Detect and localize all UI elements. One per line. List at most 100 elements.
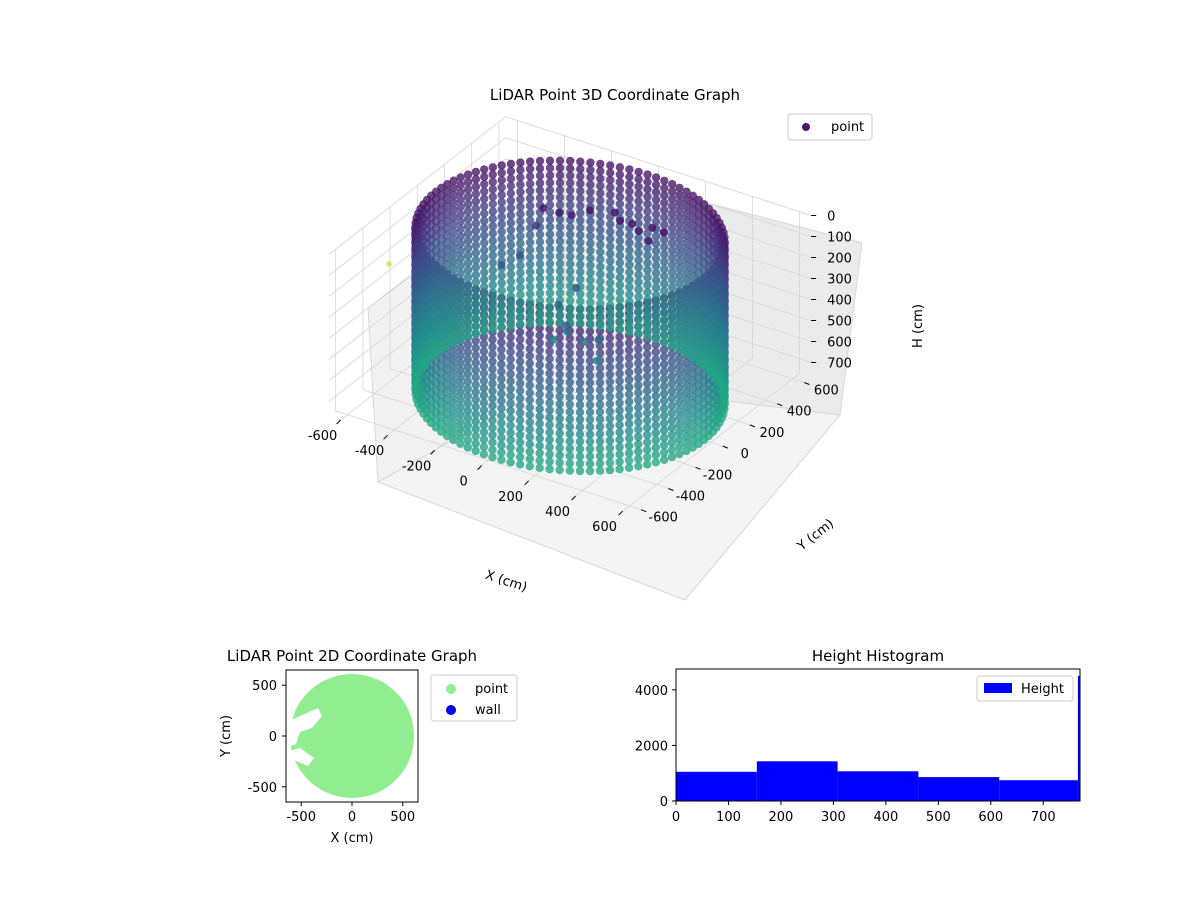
scatter-point	[535, 434, 544, 443]
scatter-point	[624, 412, 634, 421]
scatter-point	[575, 327, 585, 336]
scatter-point	[443, 268, 452, 277]
scatter-point	[596, 284, 605, 293]
scatter-point	[535, 215, 545, 224]
scatter-point	[515, 452, 525, 462]
scatter-point	[555, 348, 564, 357]
scatter-point	[449, 294, 458, 303]
scatter-point	[516, 195, 525, 204]
scatter-point	[675, 301, 684, 310]
scatter-point	[606, 286, 615, 295]
scatter-point	[525, 381, 534, 390]
scatter-point	[566, 267, 575, 276]
scatter-point	[506, 181, 516, 191]
scatter-point	[545, 362, 554, 371]
scatter-point	[615, 450, 624, 459]
z-tick-label: 500	[827, 315, 852, 330]
scatter-point	[585, 452, 595, 461]
scatter-point	[471, 424, 480, 434]
scatter-point	[682, 349, 691, 358]
scatter-point	[555, 156, 565, 165]
scatter-point	[545, 347, 554, 356]
scatter-point	[575, 415, 585, 424]
scatter-point	[606, 308, 615, 317]
scatter-point	[682, 275, 691, 285]
scatter-point	[506, 458, 515, 467]
scatter-point	[660, 257, 669, 266]
scatter-point	[586, 158, 595, 167]
scatter-point	[585, 356, 595, 365]
scatter-point	[682, 373, 691, 382]
histogram-bars	[676, 675, 1080, 801]
scatter-point	[471, 351, 480, 360]
scatter-point	[443, 231, 452, 240]
scatter-point	[516, 290, 525, 300]
scatter-point	[525, 172, 535, 181]
scatter-point	[443, 209, 452, 218]
scatter-point	[555, 288, 565, 298]
scatter-point	[648, 223, 657, 232]
scatter-point	[497, 360, 506, 369]
scatter-point	[605, 377, 615, 387]
scatter-point	[535, 463, 544, 472]
y-tick-label: 2000	[635, 739, 668, 754]
scatter-point	[624, 441, 634, 450]
scatter-point	[605, 429, 615, 438]
scatter-point	[667, 379, 677, 388]
scatter-point	[471, 336, 480, 345]
scatter-point	[667, 401, 677, 410]
plot2d-legend: point wall	[430, 674, 518, 722]
scatter-point	[449, 250, 458, 259]
scatter-point	[488, 324, 497, 334]
scatter-point	[471, 395, 480, 404]
scatter-point	[488, 452, 497, 462]
scatter-point	[471, 241, 481, 250]
x-tick-label: -200	[402, 459, 432, 474]
scatter-point	[554, 300, 563, 309]
scatter-point	[516, 305, 525, 314]
scatter-point	[515, 327, 525, 337]
scatter-point	[576, 172, 585, 181]
scatter-point	[456, 402, 465, 412]
scatter-point	[596, 181, 605, 191]
scatter-point	[624, 426, 634, 436]
scatter-point	[555, 208, 564, 217]
scatter-point	[535, 178, 545, 188]
scatter-point	[606, 300, 615, 310]
scatter-point	[651, 347, 660, 357]
scatter-point	[634, 277, 643, 287]
scatter-point	[606, 242, 615, 251]
scatter-point	[688, 243, 698, 252]
scatter-point	[634, 182, 643, 191]
scatter-point	[682, 297, 691, 307]
scatter-point	[682, 424, 691, 434]
scatter-point	[595, 466, 605, 475]
scatter-point	[555, 252, 565, 261]
scatter-point	[566, 289, 575, 298]
scatter-point	[668, 187, 677, 196]
scatter-point	[688, 191, 698, 200]
scatter-point	[585, 459, 595, 468]
scatter-point	[525, 186, 535, 196]
scatter-point	[456, 344, 465, 353]
scatter-point	[471, 417, 480, 426]
y-tick-label: -200	[703, 468, 733, 483]
scatter-point	[480, 304, 489, 314]
x-tick-label: 600	[978, 810, 1003, 825]
scatter-point	[488, 236, 497, 245]
scatter-point	[606, 249, 615, 258]
y-tick-label: 0	[741, 447, 749, 462]
scatter-point	[688, 235, 698, 245]
scatter-point	[624, 463, 634, 472]
scatter-point	[606, 227, 615, 236]
scatter-point	[449, 308, 458, 318]
scatter-point	[516, 173, 525, 182]
scatter-point	[488, 214, 497, 223]
scatter-point	[555, 385, 564, 394]
scatter-point	[516, 202, 525, 211]
scatter-point	[443, 246, 452, 255]
scatter-point	[688, 279, 698, 289]
x-tick-mark	[524, 480, 529, 486]
x-tick-label: 500	[926, 810, 951, 825]
scatter-point	[566, 252, 575, 261]
